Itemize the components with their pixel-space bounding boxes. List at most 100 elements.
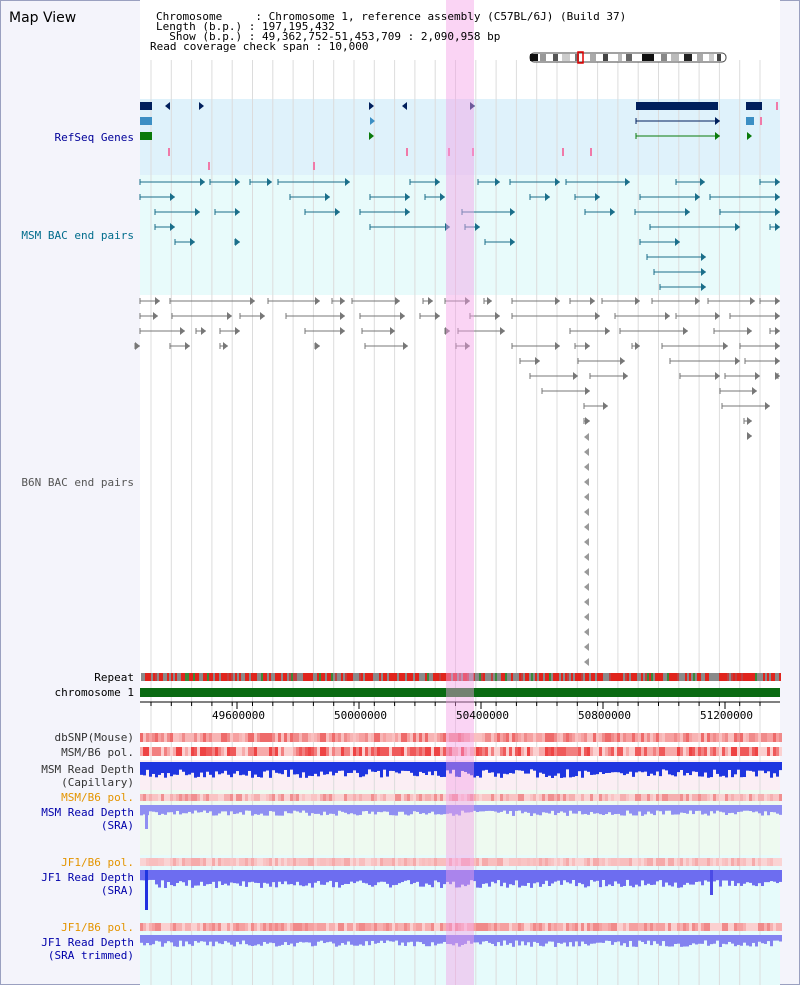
heat-cell xyxy=(242,794,245,801)
heat-cell xyxy=(731,794,734,801)
heat-cell xyxy=(548,794,551,801)
track-label-b6n-bac[interactable]: B6N BAC end pairs xyxy=(21,476,134,489)
heat-cell xyxy=(236,923,239,931)
track-label-msm-bac[interactable]: MSM BAC end pairs xyxy=(21,229,134,242)
depth-bar xyxy=(626,805,629,811)
repeat-seg xyxy=(353,673,355,681)
bac-pair-arrow xyxy=(500,327,505,335)
repeat-seg xyxy=(523,673,525,681)
track-label-msm-b6-pol[interactable]: MSM/B6 pol. xyxy=(61,746,134,759)
bac-pair-arrow xyxy=(775,297,780,305)
heat-cell xyxy=(266,923,269,931)
heat-cell xyxy=(140,747,143,756)
track-label-refseq[interactable]: RefSeq Genes xyxy=(54,131,134,144)
bac-pair-arrow xyxy=(235,327,240,335)
repeat-seg xyxy=(205,673,207,681)
region-highlight[interactable] xyxy=(446,0,474,985)
depth-bar xyxy=(656,805,659,811)
depth-bar xyxy=(170,870,173,886)
depth-bar xyxy=(620,935,623,946)
track-label-jf1-depth-sra[interactable]: JF1 Read Depth (SRA) xyxy=(41,871,134,897)
heat-cell xyxy=(479,858,482,866)
track-label-dbsnp[interactable]: dbSNP(Mouse) xyxy=(54,731,134,744)
depth-bar xyxy=(200,762,203,773)
track-label-chromosome[interactable]: chromosome 1 xyxy=(54,686,134,699)
heat-cell xyxy=(233,858,236,866)
ideogram-band xyxy=(642,54,654,61)
repeat-seg xyxy=(369,673,371,681)
depth-bar xyxy=(371,935,374,941)
heat-cell xyxy=(644,923,647,931)
depth-bar xyxy=(380,870,383,882)
depth-bar xyxy=(476,935,479,943)
depth-bar xyxy=(368,870,371,886)
depth-bar xyxy=(578,805,581,812)
repeat-seg xyxy=(505,673,507,681)
repeat-seg xyxy=(585,673,587,681)
heat-cell xyxy=(365,923,368,931)
depth-bar xyxy=(599,762,602,773)
heat-cell xyxy=(368,794,371,801)
heat-cell xyxy=(599,858,602,866)
heat-cell xyxy=(494,747,497,756)
depth-bar xyxy=(776,805,779,814)
track-label-repeat[interactable]: Repeat xyxy=(94,671,134,684)
depth-bar xyxy=(455,805,458,815)
heat-cell xyxy=(257,747,260,756)
repeat-seg xyxy=(397,673,399,681)
depth-bar xyxy=(542,870,545,885)
msm-bac-band xyxy=(140,175,780,295)
track-label-jf1-depth-trimmed[interactable]: JF1 Read Depth (SRA trimmed) xyxy=(41,936,134,962)
depth-bar xyxy=(764,805,767,812)
track-label-msm-b6-pol-2[interactable]: MSM/B6 pol. xyxy=(61,791,134,804)
heat-cell xyxy=(602,923,605,931)
track-label-msm-depth-capillary[interactable]: MSM Read Depth (Capillary) xyxy=(41,763,134,789)
heat-cell xyxy=(527,747,530,756)
repeat-seg xyxy=(361,673,363,681)
depth-bar xyxy=(422,870,425,887)
heat-cell xyxy=(773,747,776,756)
depth-bar xyxy=(425,805,428,815)
bac-pair-arrow xyxy=(555,342,560,350)
repeat-seg xyxy=(525,673,527,681)
heat-cell xyxy=(530,794,533,801)
heat-cell xyxy=(317,747,320,756)
heat-cell xyxy=(299,858,302,866)
track-label-jf1-b6-pol-2[interactable]: JF1/B6 pol. xyxy=(61,921,134,934)
depth-bar xyxy=(401,935,404,943)
heat-cell xyxy=(158,794,161,801)
depth-bar xyxy=(704,870,707,881)
depth-bar xyxy=(323,762,326,775)
heat-cell xyxy=(221,858,224,866)
depth-bar xyxy=(284,762,287,770)
repeat-seg xyxy=(729,673,731,681)
depth-bar xyxy=(212,762,215,778)
heat-cell xyxy=(635,747,638,756)
repeat-seg xyxy=(411,673,413,681)
bac-pair-arrow xyxy=(747,327,752,335)
repeat-seg xyxy=(271,673,273,681)
track-label-jf1-b6-pol[interactable]: JF1/B6 pol. xyxy=(61,856,134,869)
depth-bar xyxy=(584,805,587,814)
heat-cell xyxy=(755,858,758,866)
repeat-seg xyxy=(557,673,559,681)
bac-pair-arrow xyxy=(390,327,395,335)
bac-pair-arrow xyxy=(775,372,780,380)
depth-bar xyxy=(485,935,488,942)
gene-mark xyxy=(562,148,564,156)
depth-bar xyxy=(632,935,635,947)
heat-cell xyxy=(494,923,497,931)
heat-cell xyxy=(200,858,203,866)
depth-bar xyxy=(605,762,608,774)
heat-cell xyxy=(761,733,764,742)
depth-bar xyxy=(296,762,299,775)
repeat-seg xyxy=(521,673,523,681)
repeat-seg xyxy=(651,673,653,681)
depth-bar xyxy=(284,935,287,943)
repeat-seg xyxy=(469,673,471,681)
track-label-msm-depth-sra[interactable]: MSM Read Depth (SRA) xyxy=(41,806,134,832)
heat-cell xyxy=(200,733,203,742)
heat-cell xyxy=(674,733,677,742)
depth-bar xyxy=(590,762,593,775)
gene-transcript-arrow xyxy=(715,132,720,140)
